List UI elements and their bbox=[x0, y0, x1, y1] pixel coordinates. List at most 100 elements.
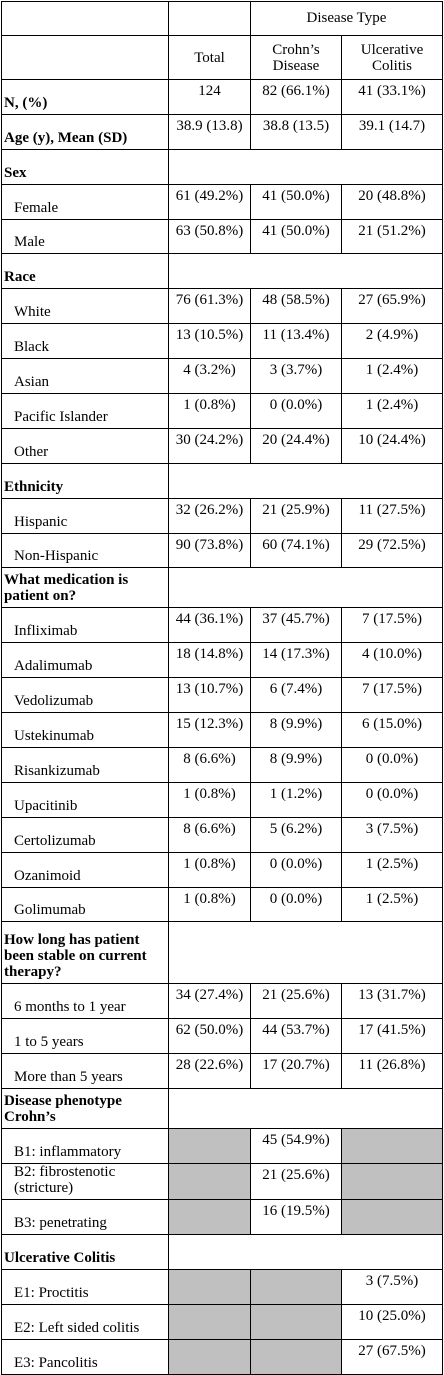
row-label: White bbox=[1, 288, 169, 325]
value-cell: 17 (20.7%) bbox=[250, 1053, 342, 1090]
value-cell: 37 (45.7%) bbox=[250, 607, 342, 644]
value-cell: 8 (9.9%) bbox=[250, 712, 342, 749]
row-label: E2: Left sided colitis bbox=[1, 1303, 169, 1340]
data-row: Black 13 (10.5%) 11 (13.4%) 2 (4.9%) bbox=[1, 323, 443, 360]
value-cell: 34 (27.4%) bbox=[168, 983, 251, 1020]
value-cell: 3 (7.5%) bbox=[341, 816, 443, 853]
section-row: Race bbox=[1, 253, 443, 290]
value-cell: 0 (0.0%) bbox=[250, 393, 342, 429]
value-cell: 14 (17.3%) bbox=[250, 642, 342, 679]
section-row: Disease phenotype Crohn’s bbox=[1, 1088, 443, 1130]
data-row: Upacitinib 1 (0.8%) 1 (1.2%) 0 (0.0%) bbox=[1, 781, 443, 818]
value-cell: 41 (33.1%) bbox=[341, 79, 443, 115]
data-row: Hispanic 32 (26.2%) 21 (25.9%) 11 (27.5%) bbox=[1, 497, 443, 534]
value-cell: 39.1 (14.7) bbox=[341, 113, 443, 150]
value-cell: 8 (9.9%) bbox=[250, 747, 342, 783]
row-label: Upacitinib bbox=[1, 781, 169, 818]
value-cell: 28 (22.6%) bbox=[168, 1053, 251, 1090]
data-row: E1: Proctitis 3 (7.5%) bbox=[1, 1268, 443, 1305]
value-cell: 13 (10.5%) bbox=[168, 323, 251, 360]
value-cell: 3 (7.5%) bbox=[341, 1268, 443, 1305]
empty-cell bbox=[168, 253, 443, 290]
value-cell: 5 (6.2%) bbox=[250, 816, 342, 853]
value-cell: 1 (0.8%) bbox=[168, 781, 251, 818]
data-row: 6 months to 1 year 34 (27.4%) 21 (25.6%) 13… bbox=[1, 983, 443, 1020]
data-row: Asian 4 (3.2%) 3 (3.7%) 1 (2.4%) bbox=[1, 358, 443, 395]
section-label: Disease phenotype Crohn’s bbox=[1, 1088, 169, 1130]
section-label: Race bbox=[1, 253, 169, 290]
row-label: B1: inflammatory bbox=[1, 1128, 169, 1165]
value-cell: 1 (2.4%) bbox=[341, 393, 443, 429]
data-row: White 76 (61.3%) 48 (58.5%) 27 (65.9%) bbox=[1, 288, 443, 325]
section-label: How long has patient been stable on curr… bbox=[1, 921, 169, 985]
row-label: Risankizumab bbox=[1, 747, 169, 783]
corner-cell bbox=[1, 35, 169, 80]
value-cell: 4 (3.2%) bbox=[168, 358, 251, 395]
row-label: Certolizumab bbox=[1, 816, 169, 853]
value-cell: 18 (14.8%) bbox=[168, 642, 251, 679]
shaded-cell bbox=[250, 1338, 342, 1375]
row-label: E1: Proctitis bbox=[1, 1268, 169, 1305]
row-label: More than 5 years bbox=[1, 1053, 169, 1090]
value-cell: 10 (24.4%) bbox=[341, 427, 443, 464]
column-header: Total bbox=[168, 35, 251, 80]
value-cell: 124 bbox=[168, 79, 251, 115]
value-cell: 60 (74.1%) bbox=[250, 532, 342, 569]
row-label: Female bbox=[1, 183, 169, 220]
value-cell: 27 (65.9%) bbox=[341, 288, 443, 325]
row-label: 6 months to 1 year bbox=[1, 983, 169, 1020]
data-row: Male 63 (50.8%) 41 (50.0%) 21 (51.2%) bbox=[1, 218, 443, 255]
value-cell: 11 (26.8%) bbox=[341, 1053, 443, 1090]
data-row: Pacific Islander 1 (0.8%) 0 (0.0%) 1 (2.4%) bbox=[1, 393, 443, 429]
value-cell: 44 (53.7%) bbox=[250, 1018, 342, 1055]
row-label: Adalimumab bbox=[1, 642, 169, 679]
empty-cell bbox=[168, 148, 443, 185]
row-label: Golimumab bbox=[1, 886, 169, 923]
data-row: Ustekinumab 15 (12.3%) 8 (9.9%) 6 (15.0%) bbox=[1, 712, 443, 749]
value-cell: 6 (15.0%) bbox=[341, 712, 443, 749]
value-cell: 15 (12.3%) bbox=[168, 712, 251, 749]
header-row: Disease Type bbox=[1, 1, 443, 36]
row-label: Black bbox=[1, 323, 169, 360]
row-label: B2: fibrostenotic (stricture) bbox=[1, 1163, 169, 1201]
data-row: Certolizumab 8 (6.6%) 5 (6.2%) 3 (7.5%) bbox=[1, 816, 443, 853]
value-cell: 3 (3.7%) bbox=[250, 358, 342, 395]
column-header: Crohn’s Disease bbox=[250, 35, 342, 80]
row-label: Ozanimoid bbox=[1, 851, 169, 888]
empty-header-cell bbox=[168, 1, 251, 36]
value-cell: 0 (0.0%) bbox=[250, 886, 342, 923]
shaded-cell bbox=[341, 1163, 443, 1201]
value-cell: 29 (72.5%) bbox=[341, 532, 443, 569]
shaded-cell bbox=[250, 1268, 342, 1305]
value-cell: 8 (6.6%) bbox=[168, 747, 251, 783]
shaded-cell bbox=[168, 1199, 251, 1235]
row-label: Vedolizumab bbox=[1, 677, 169, 714]
section-row: Ulcerative Colitis bbox=[1, 1233, 443, 1270]
shaded-cell bbox=[168, 1338, 251, 1375]
value-cell: 38.9 (13.8) bbox=[168, 113, 251, 150]
value-cell: 7 (17.5%) bbox=[341, 607, 443, 644]
row-label: Pacific Islander bbox=[1, 393, 169, 429]
header-row: Total Crohn’s Disease Ulcerative Colitis bbox=[1, 35, 443, 80]
value-cell: 63 (50.8%) bbox=[168, 218, 251, 255]
row-label: Infliximab bbox=[1, 607, 169, 644]
value-cell: 61 (49.2%) bbox=[168, 183, 251, 220]
value-cell: 32 (26.2%) bbox=[168, 497, 251, 534]
shaded-cell bbox=[341, 1199, 443, 1235]
data-row: 1 to 5 years 62 (50.0%) 44 (53.7%) 17 (41.5… bbox=[1, 1018, 443, 1055]
data-row: Ozanimoid 1 (0.8%) 0 (0.0%) 1 (2.5%) bbox=[1, 851, 443, 888]
section-row: How long has patient been stable on curr… bbox=[1, 921, 443, 985]
shaded-cell bbox=[250, 1303, 342, 1340]
data-row: Other 30 (24.2%) 20 (24.4%) 10 (24.4%) bbox=[1, 427, 443, 464]
corner-cell bbox=[1, 1, 169, 36]
section-label: Ethnicity bbox=[1, 462, 169, 499]
value-cell: 21 (51.2%) bbox=[341, 218, 443, 255]
data-row: Age (y), Mean (SD) 38.9 (13.8) 38.8 (13.5)… bbox=[1, 113, 443, 150]
row-label: Ustekinumab bbox=[1, 712, 169, 749]
value-cell: 8 (6.6%) bbox=[168, 816, 251, 853]
value-cell: 7 (17.5%) bbox=[341, 677, 443, 714]
value-cell: 21 (25.6%) bbox=[250, 1163, 342, 1201]
section-label: What medication is patient on? bbox=[1, 567, 169, 609]
